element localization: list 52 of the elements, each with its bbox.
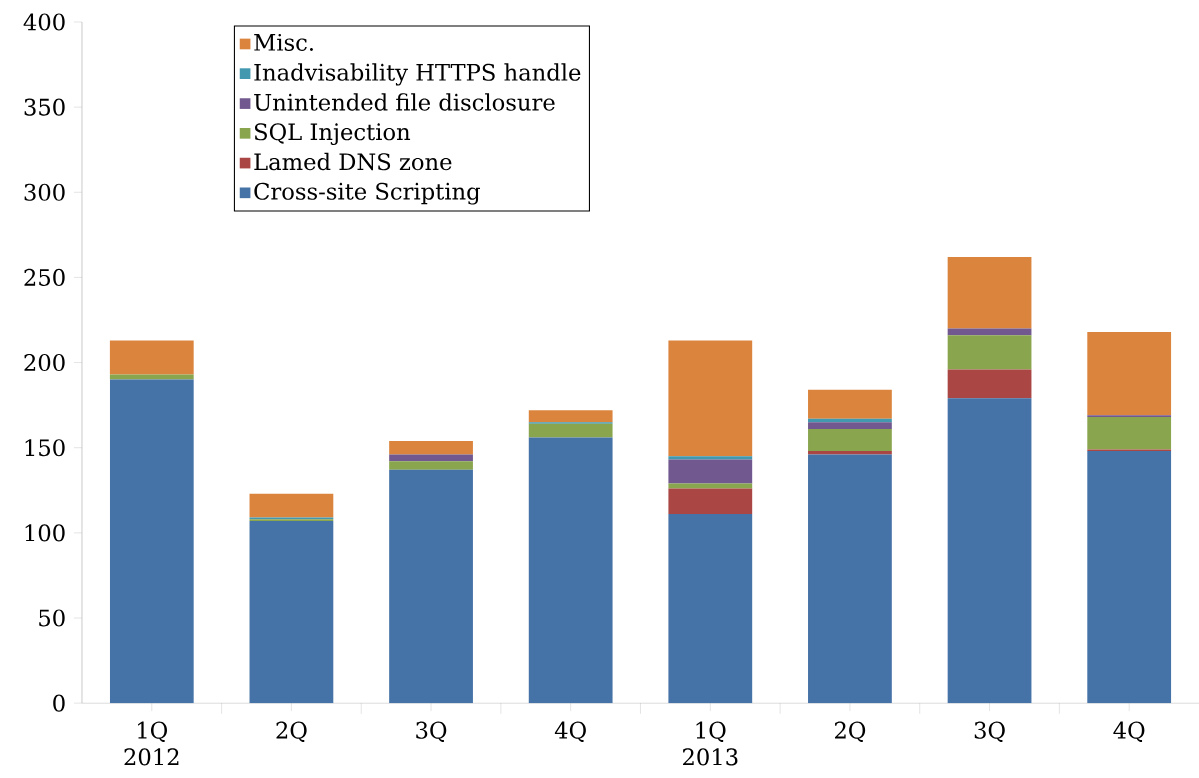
bar: [528, 423, 613, 438]
x-tick-label: 1Q 2013: [683, 721, 738, 766]
x-tick-label: 2Q: [834, 721, 866, 743]
y-tick-label: 100: [25, 524, 65, 542]
bar: [1087, 451, 1172, 704]
bar: [668, 459, 753, 484]
bar: [947, 335, 1032, 370]
y-tick-label: 0: [53, 694, 65, 712]
bar: [947, 257, 1032, 329]
x-tick-label: 3Q: [974, 721, 1005, 743]
bar: [668, 483, 753, 489]
bar: [808, 429, 892, 452]
bar: [109, 379, 194, 704]
bar: [808, 389, 892, 419]
y-tick-label: 250: [24, 268, 65, 287]
bar: [109, 340, 194, 375]
x-tick-label: 1Q 2012: [124, 721, 179, 766]
x-tick-label: 4Q: [1113, 721, 1145, 743]
y-tick-label: 50: [39, 609, 65, 627]
bar: [808, 451, 892, 455]
bar: [668, 456, 753, 460]
legend-label: Lamed DNS zone: [254, 152, 452, 171]
x-tick-label: 4Q: [554, 721, 586, 743]
x-tick-label: 3Q: [416, 721, 447, 743]
bar: [668, 488, 753, 515]
legend-label: Misc.: [254, 34, 313, 52]
y-tick-label: 300: [24, 183, 65, 201]
bar: [947, 369, 1032, 399]
bar: [249, 521, 334, 704]
y-tick-label: 350: [24, 98, 65, 116]
y-tick-label: 400: [23, 13, 65, 31]
bar: [389, 441, 473, 455]
bar: [528, 410, 613, 423]
bar: [668, 514, 753, 704]
bar: [389, 469, 473, 704]
legend-label: Cross-site Scripting: [254, 182, 480, 205]
y-tick-label: 200: [24, 354, 65, 372]
bar: [1087, 332, 1172, 416]
bar: [947, 398, 1032, 704]
legend-label: Unintended file disclosure: [254, 93, 555, 111]
bar: [668, 340, 753, 457]
x-tick-label: 2Q: [276, 721, 307, 743]
bar: [1087, 417, 1172, 450]
bar: [109, 374, 194, 380]
legend-label: SQL Injection: [254, 123, 411, 146]
bar: [808, 454, 892, 704]
legend-label: Inadvisability HTTPS handle: [254, 63, 581, 86]
bar: [249, 493, 334, 518]
y-tick-label: 150: [25, 439, 65, 457]
bar: [389, 461, 473, 470]
bar: [808, 422, 892, 430]
bar: [528, 437, 613, 704]
